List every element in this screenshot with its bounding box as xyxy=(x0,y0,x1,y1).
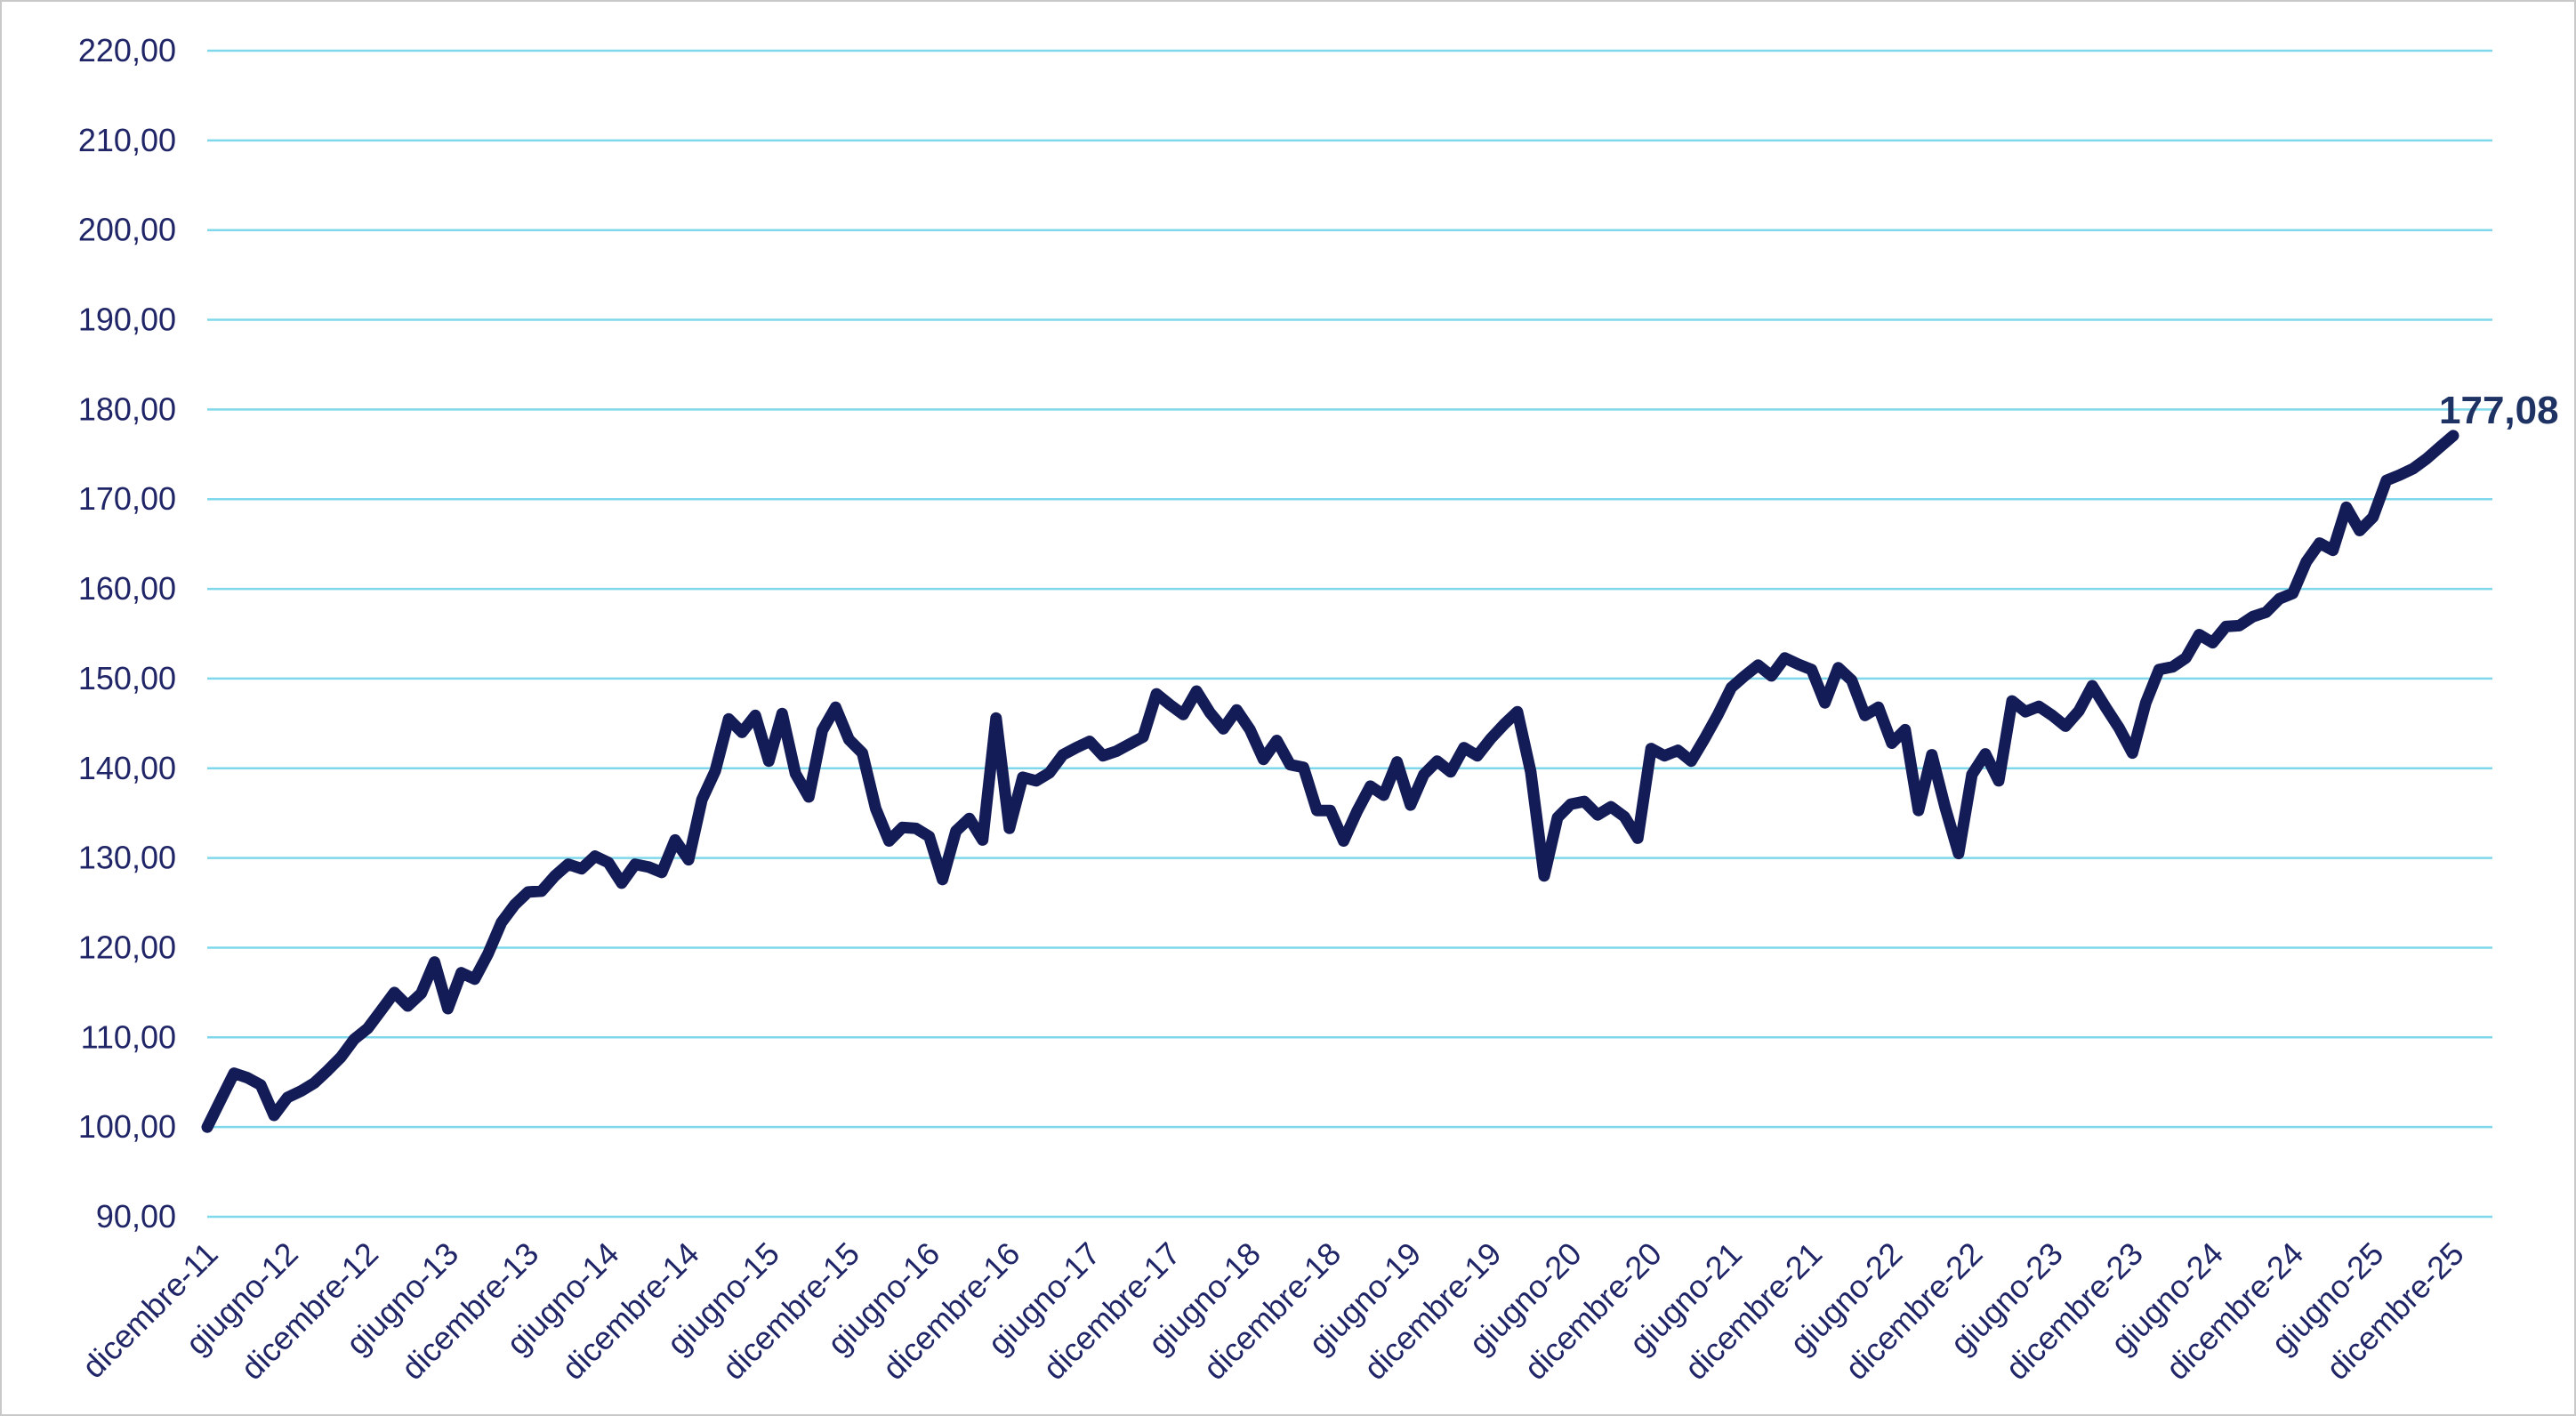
y-axis-tick-label: 220,00 xyxy=(78,32,176,68)
y-axis-tick-label: 200,00 xyxy=(78,212,176,248)
y-axis-tick-label: 90,00 xyxy=(96,1198,176,1235)
y-axis-tick-label: 190,00 xyxy=(78,302,176,338)
y-axis-tick-label: 120,00 xyxy=(78,929,176,965)
y-axis-tick-label: 140,00 xyxy=(78,750,176,786)
x-axis-tick-label: dicembre-11 xyxy=(75,1235,225,1386)
y-axis-tick-label: 150,00 xyxy=(78,660,176,696)
y-axis-tick-label: 170,00 xyxy=(78,480,176,517)
y-axis-tick-label: 110,00 xyxy=(81,1018,176,1055)
y-axis-tick-label: 210,00 xyxy=(78,122,176,158)
end-value-label: 177,08 xyxy=(2439,389,2559,432)
series-line xyxy=(201,430,2459,1133)
y-axis-labels: 220,00 210,00 200,00 190,00 180,00 170,00 160,… xyxy=(78,32,176,1235)
x-axis-labels: dicembre-11giugno-12dicembre-12giugno-13… xyxy=(75,1235,2471,1387)
gridlines xyxy=(207,49,2492,1219)
y-axis-tick-label: 160,00 xyxy=(78,570,176,607)
y-axis-tick-label: 100,00 xyxy=(78,1108,176,1145)
y-axis-tick-label: 180,00 xyxy=(78,390,176,427)
y-axis-tick-label: 130,00 xyxy=(78,840,176,876)
